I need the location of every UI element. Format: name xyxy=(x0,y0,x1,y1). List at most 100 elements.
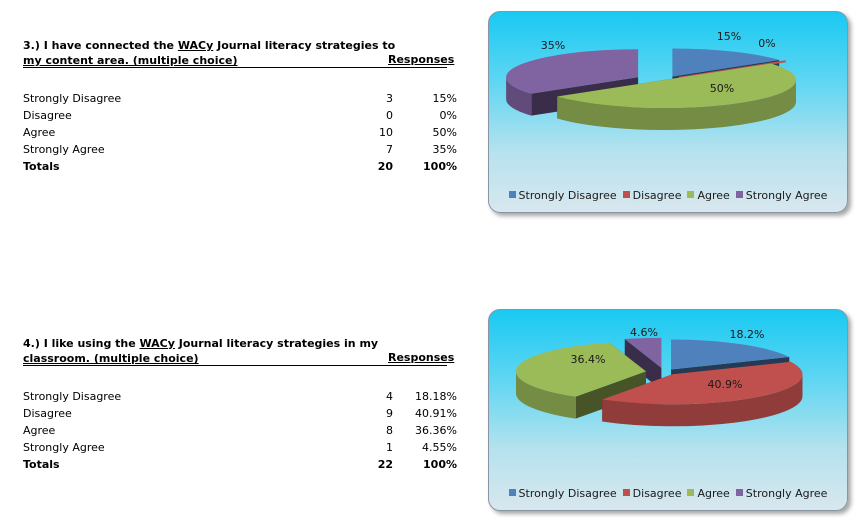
question-4-title: 4.) I like using the WACy Journal litera… xyxy=(23,337,379,350)
slice-data-label: 36.4% xyxy=(571,353,606,366)
row-label: Disagree xyxy=(23,407,72,420)
row-percent: 18.18% xyxy=(415,390,457,403)
legend-label: Agree xyxy=(697,189,730,202)
pie-slice-top-disagree xyxy=(602,361,803,405)
pie-slice-top-strongly-agree xyxy=(624,337,662,368)
row-percent: 50% xyxy=(432,126,457,139)
row-count: 0 xyxy=(386,109,393,122)
pie-chart-svg: 15% 0% 50% 35% xyxy=(506,30,796,131)
legend-swatch xyxy=(687,489,695,496)
row-label: Totals xyxy=(23,458,60,471)
slice-data-label: 15% xyxy=(717,30,741,43)
table-row: Strongly Agree 1 4.55% xyxy=(23,439,463,456)
row-count: 20 xyxy=(377,160,393,173)
row-count: 9 xyxy=(386,407,393,420)
table-row: Disagree 0 0% xyxy=(23,107,463,124)
legend-swatch xyxy=(735,191,743,198)
slice-data-label: 4.6% xyxy=(630,326,658,339)
row-label: Strongly Disagree xyxy=(23,390,122,403)
row-percent: 100% xyxy=(423,160,457,173)
legend-label: Disagree xyxy=(632,189,682,202)
legend-swatch xyxy=(508,489,516,496)
legend-label: Strongly Disagree xyxy=(518,487,617,500)
legend-label: Agree xyxy=(697,487,730,500)
chart-legend: Strongly Disagree Disagree Agree Strongly A… xyxy=(489,487,847,500)
legend-item: Strongly Disagree xyxy=(508,189,617,202)
legend-item: Disagree xyxy=(622,487,682,500)
pie-chart-svg: 18.2% 40.9% 36.4% 4.6% xyxy=(515,326,803,427)
legend-swatch xyxy=(735,489,743,496)
legend-swatch xyxy=(622,191,630,198)
legend-item: Strongly Agree xyxy=(735,487,828,500)
table-row: Disagree 9 40.91% xyxy=(23,405,463,422)
pie-slice-top-agree xyxy=(557,63,796,108)
row-percent: 0% xyxy=(439,109,457,122)
row-label: Totals xyxy=(23,160,60,173)
slice-wall xyxy=(575,371,646,419)
legend-swatch xyxy=(622,489,630,496)
legend-label: Strongly Disagree xyxy=(518,189,617,202)
table-row: Strongly Disagree 4 18.18% xyxy=(23,388,463,405)
legend-item: Agree xyxy=(687,189,730,202)
pie-slice-strongly-agree xyxy=(624,339,662,390)
row-percent: 4.55% xyxy=(422,441,457,454)
slice-data-label: 0% xyxy=(758,37,775,50)
legend-label: Strongly Agree xyxy=(745,487,828,500)
legend-item: Strongly Disagree xyxy=(508,487,617,500)
row-percent: 40.91% xyxy=(415,407,457,420)
table-row: Agree 8 36.36% xyxy=(23,422,463,439)
slice-data-label: 35% xyxy=(541,39,565,52)
table-row: Strongly Agree 7 35% xyxy=(23,141,463,158)
pie-slice-top-strongly-agree xyxy=(506,49,639,94)
legend-swatch xyxy=(687,191,695,198)
responses-header: Responses xyxy=(388,53,455,66)
slice-data-label: 18.2% xyxy=(730,328,765,341)
table-divider xyxy=(23,365,447,366)
question-3-pie-chart: 15% 0% 50% 35% Strongly Disagree Disagree Agr… xyxy=(488,11,848,213)
question-3-title-line2: my content area. (multiple choice) xyxy=(23,54,238,67)
row-percent: 35% xyxy=(432,143,457,156)
question-3-block: 3.) I have connected the WACy Journal li… xyxy=(0,0,862,220)
row-label: Agree xyxy=(23,126,56,139)
slice-data-label: 50% xyxy=(710,82,734,95)
question-4-title-line2: classroom. (multiple choice) xyxy=(23,352,199,365)
slice-side xyxy=(515,371,576,419)
slice-data-label: 40.9% xyxy=(708,378,743,391)
row-percent: 100% xyxy=(423,458,457,471)
row-count: 22 xyxy=(377,458,393,471)
responses-header: Responses xyxy=(388,351,455,364)
legend-label: Disagree xyxy=(632,487,682,500)
question-4-block: 4.) I like using the WACy Journal litera… xyxy=(0,300,862,520)
row-count: 10 xyxy=(379,126,393,139)
legend-swatch xyxy=(508,191,516,198)
chart-legend: Strongly Disagree Disagree Agree Strongly A… xyxy=(489,189,847,202)
slice-side xyxy=(602,374,803,427)
row-count: 4 xyxy=(386,390,393,403)
table-row: Strongly Disagree 3 15% xyxy=(23,90,463,107)
row-label: Strongly Disagree xyxy=(23,92,122,105)
totals-row: Totals 20 100% xyxy=(23,158,463,175)
legend-item: Strongly Agree xyxy=(735,189,828,202)
slice-side xyxy=(557,80,796,131)
row-count: 7 xyxy=(386,143,393,156)
question-3-title: 3.) I have connected the WACy Journal li… xyxy=(23,39,396,52)
row-count: 1 xyxy=(386,441,393,454)
row-label: Disagree xyxy=(23,109,72,122)
row-percent: 36.36% xyxy=(415,424,457,437)
row-percent: 15% xyxy=(432,92,457,105)
pie-slice-top-strongly-disagree xyxy=(671,339,790,370)
question-4-pie-chart: 18.2% 40.9% 36.4% 4.6% Strongly Disagree Dis… xyxy=(488,309,848,511)
pie-slice-top-agree xyxy=(515,342,646,397)
row-label: Strongly Agree xyxy=(23,143,105,156)
pie-slice-top-strongly-disagree xyxy=(672,48,780,77)
legend-item: Disagree xyxy=(622,189,682,202)
slice-wall xyxy=(624,339,662,390)
totals-row: Totals 22 100% xyxy=(23,456,463,473)
slice-side xyxy=(506,77,532,116)
table-divider xyxy=(23,67,447,68)
row-count: 3 xyxy=(386,92,393,105)
legend-label: Strongly Agree xyxy=(745,189,828,202)
row-label: Agree xyxy=(23,424,56,437)
table-row: Agree 10 50% xyxy=(23,124,463,141)
legend-item: Agree xyxy=(687,487,730,500)
